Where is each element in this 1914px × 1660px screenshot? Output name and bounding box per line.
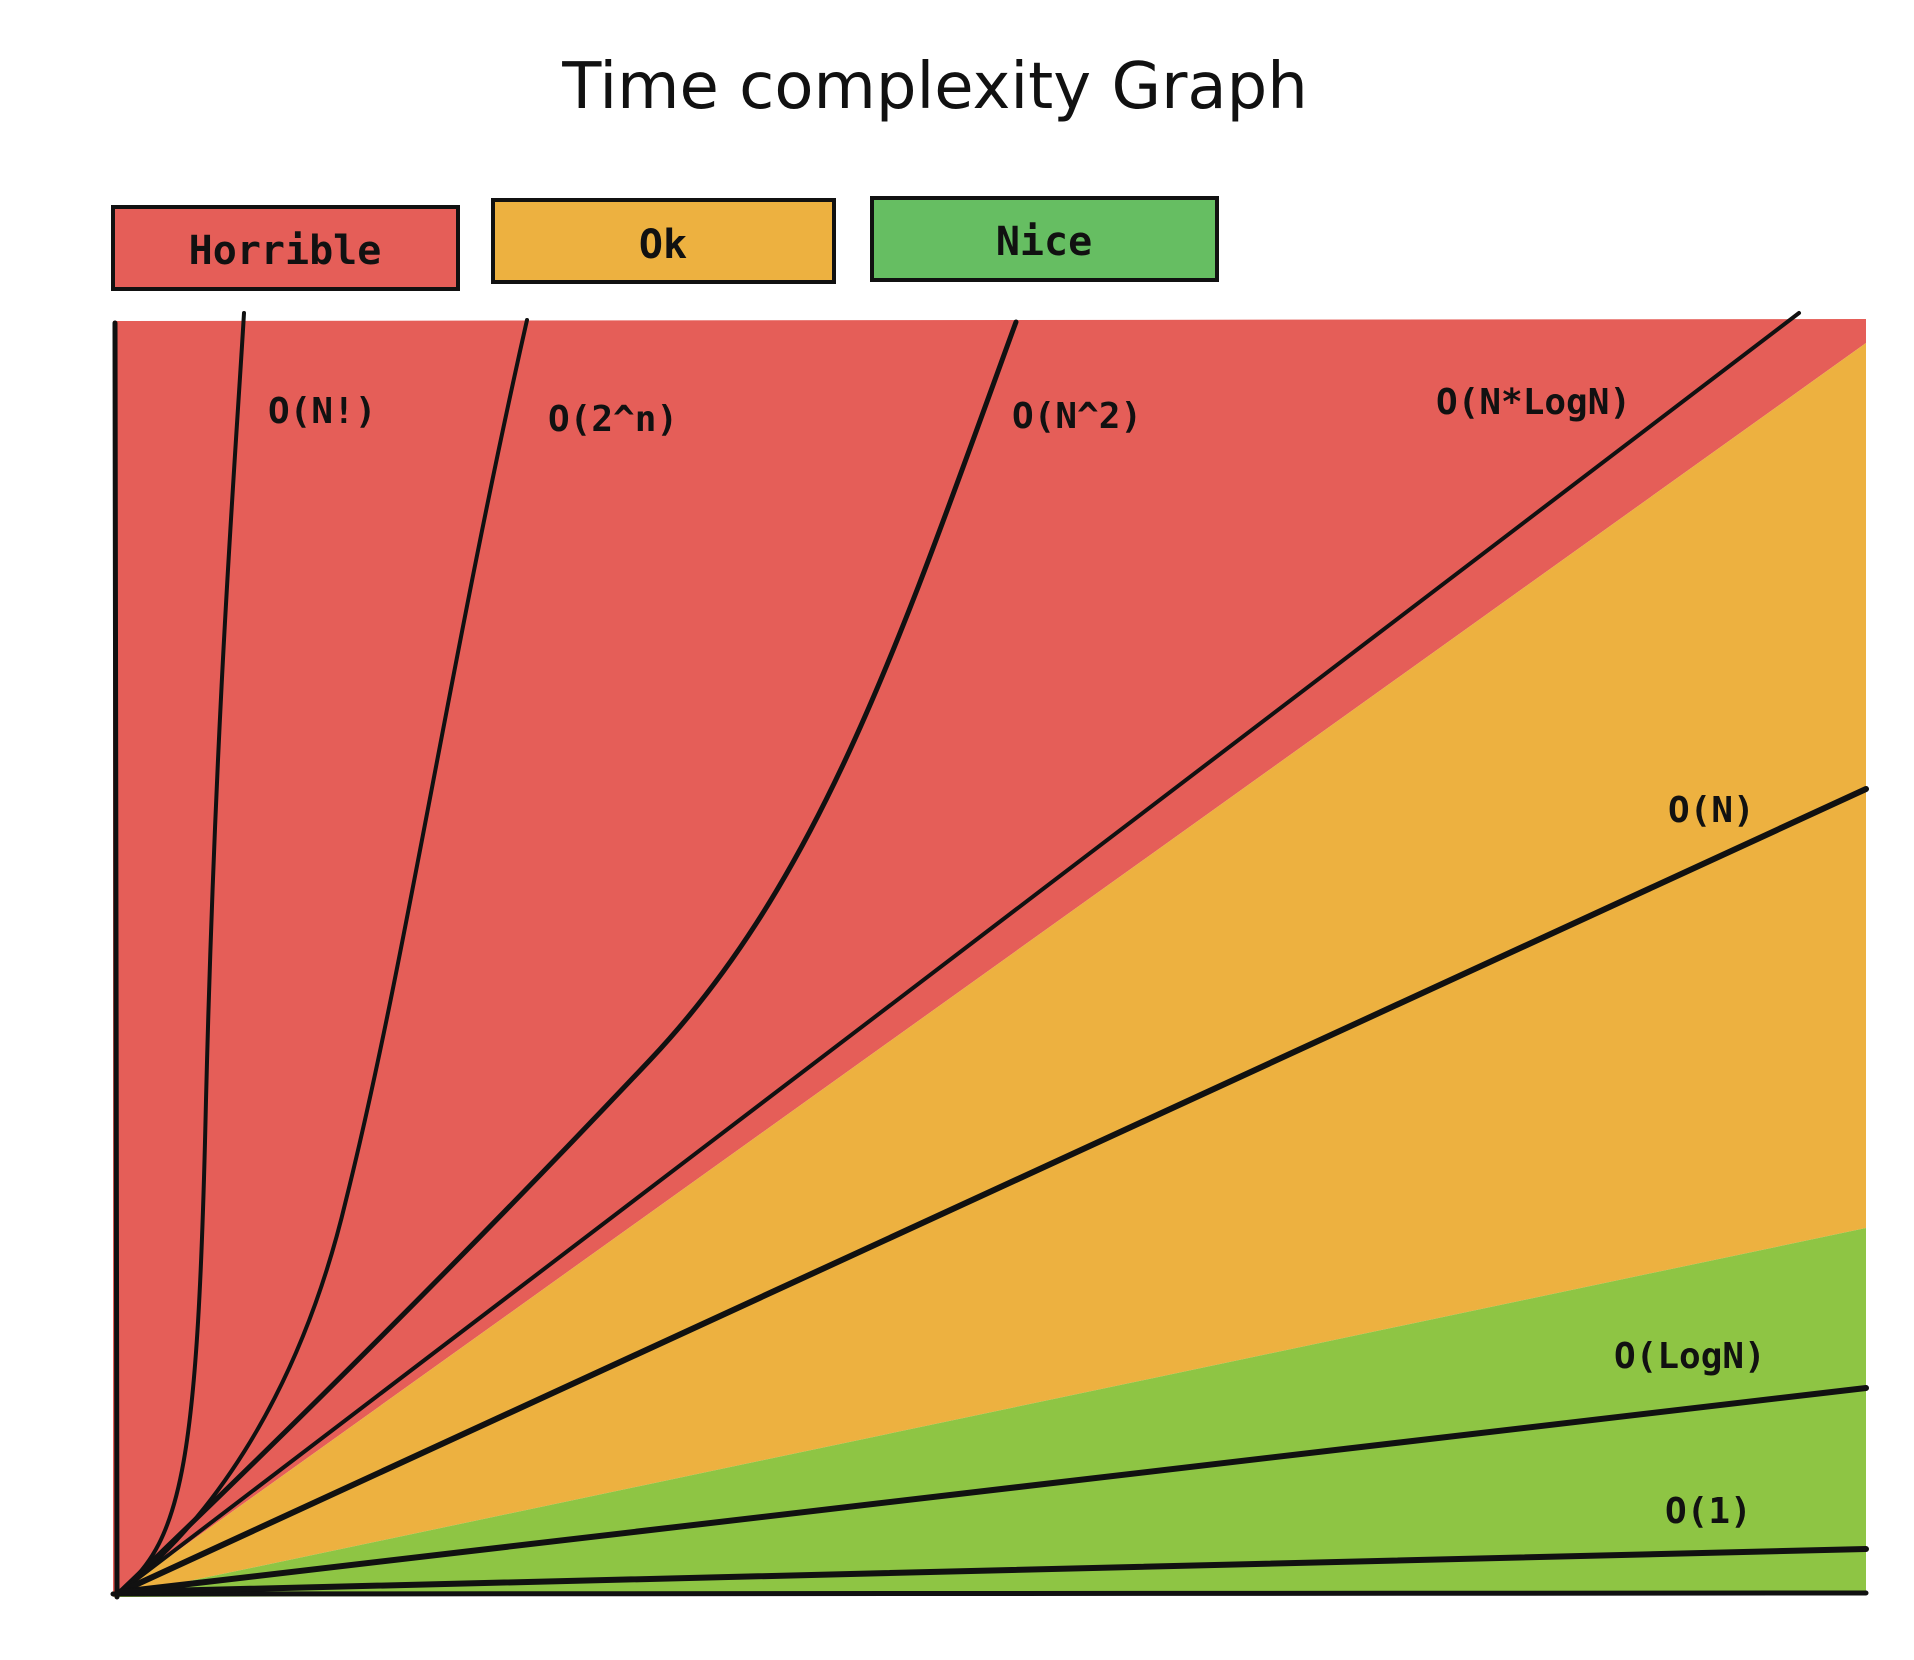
legend-label-ok: Ok bbox=[639, 222, 687, 268]
series-line-o-log-n bbox=[117, 1385, 1869, 1595]
series-label-o-n-factorial: O(N!) bbox=[268, 391, 376, 432]
series-line-o-1 bbox=[117, 1546, 1869, 1595]
legend-item-horrible: Horrible bbox=[111, 205, 460, 291]
series-label-o-n-squared: O(N^2) bbox=[1012, 396, 1142, 437]
series-line-o-n-log-n bbox=[118, 311, 1801, 1594]
legend-label-horrible: Horrible bbox=[189, 228, 382, 274]
zone-horrible bbox=[113, 319, 1866, 1597]
series-label-o-log-n: O(LogN) bbox=[1614, 1336, 1766, 1377]
x-axis bbox=[110, 1590, 1869, 1597]
series-line-o-n bbox=[117, 786, 1869, 1595]
legend: Horrible Ok Nice bbox=[111, 196, 1219, 291]
legend-label-nice: Nice bbox=[996, 219, 1092, 265]
y-axis bbox=[112, 320, 120, 1600]
zones bbox=[113, 319, 1866, 1597]
series-label-o-n: O(N) bbox=[1668, 790, 1755, 831]
zone-ok bbox=[113, 343, 1866, 1597]
legend-swatch-nice bbox=[870, 196, 1219, 282]
series-labels: O(N!) O(2^n) O(N^2) O(N*LogN) O(N) O(Log… bbox=[268, 382, 1766, 1532]
legend-item-ok: Ok bbox=[491, 198, 836, 284]
series-line-o-n-squared bbox=[117, 319, 1019, 1595]
series-label-o-n-log-n: O(N*LogN) bbox=[1436, 382, 1631, 423]
chart-title: Time complexity Graph bbox=[561, 50, 1308, 124]
axes bbox=[110, 320, 1869, 1600]
series-label-o-1: O(1) bbox=[1665, 1491, 1752, 1532]
series-lines bbox=[117, 311, 1869, 1595]
legend-swatch-ok bbox=[491, 198, 836, 284]
series-line-o-2-n bbox=[118, 318, 529, 1594]
legend-item-nice: Nice bbox=[870, 196, 1219, 282]
series-line-o-n-factorial bbox=[118, 311, 246, 1594]
series-label-o-2-n: O(2^n) bbox=[548, 399, 678, 440]
legend-swatch-horrible bbox=[111, 205, 460, 291]
zone-nice bbox=[113, 1228, 1866, 1597]
